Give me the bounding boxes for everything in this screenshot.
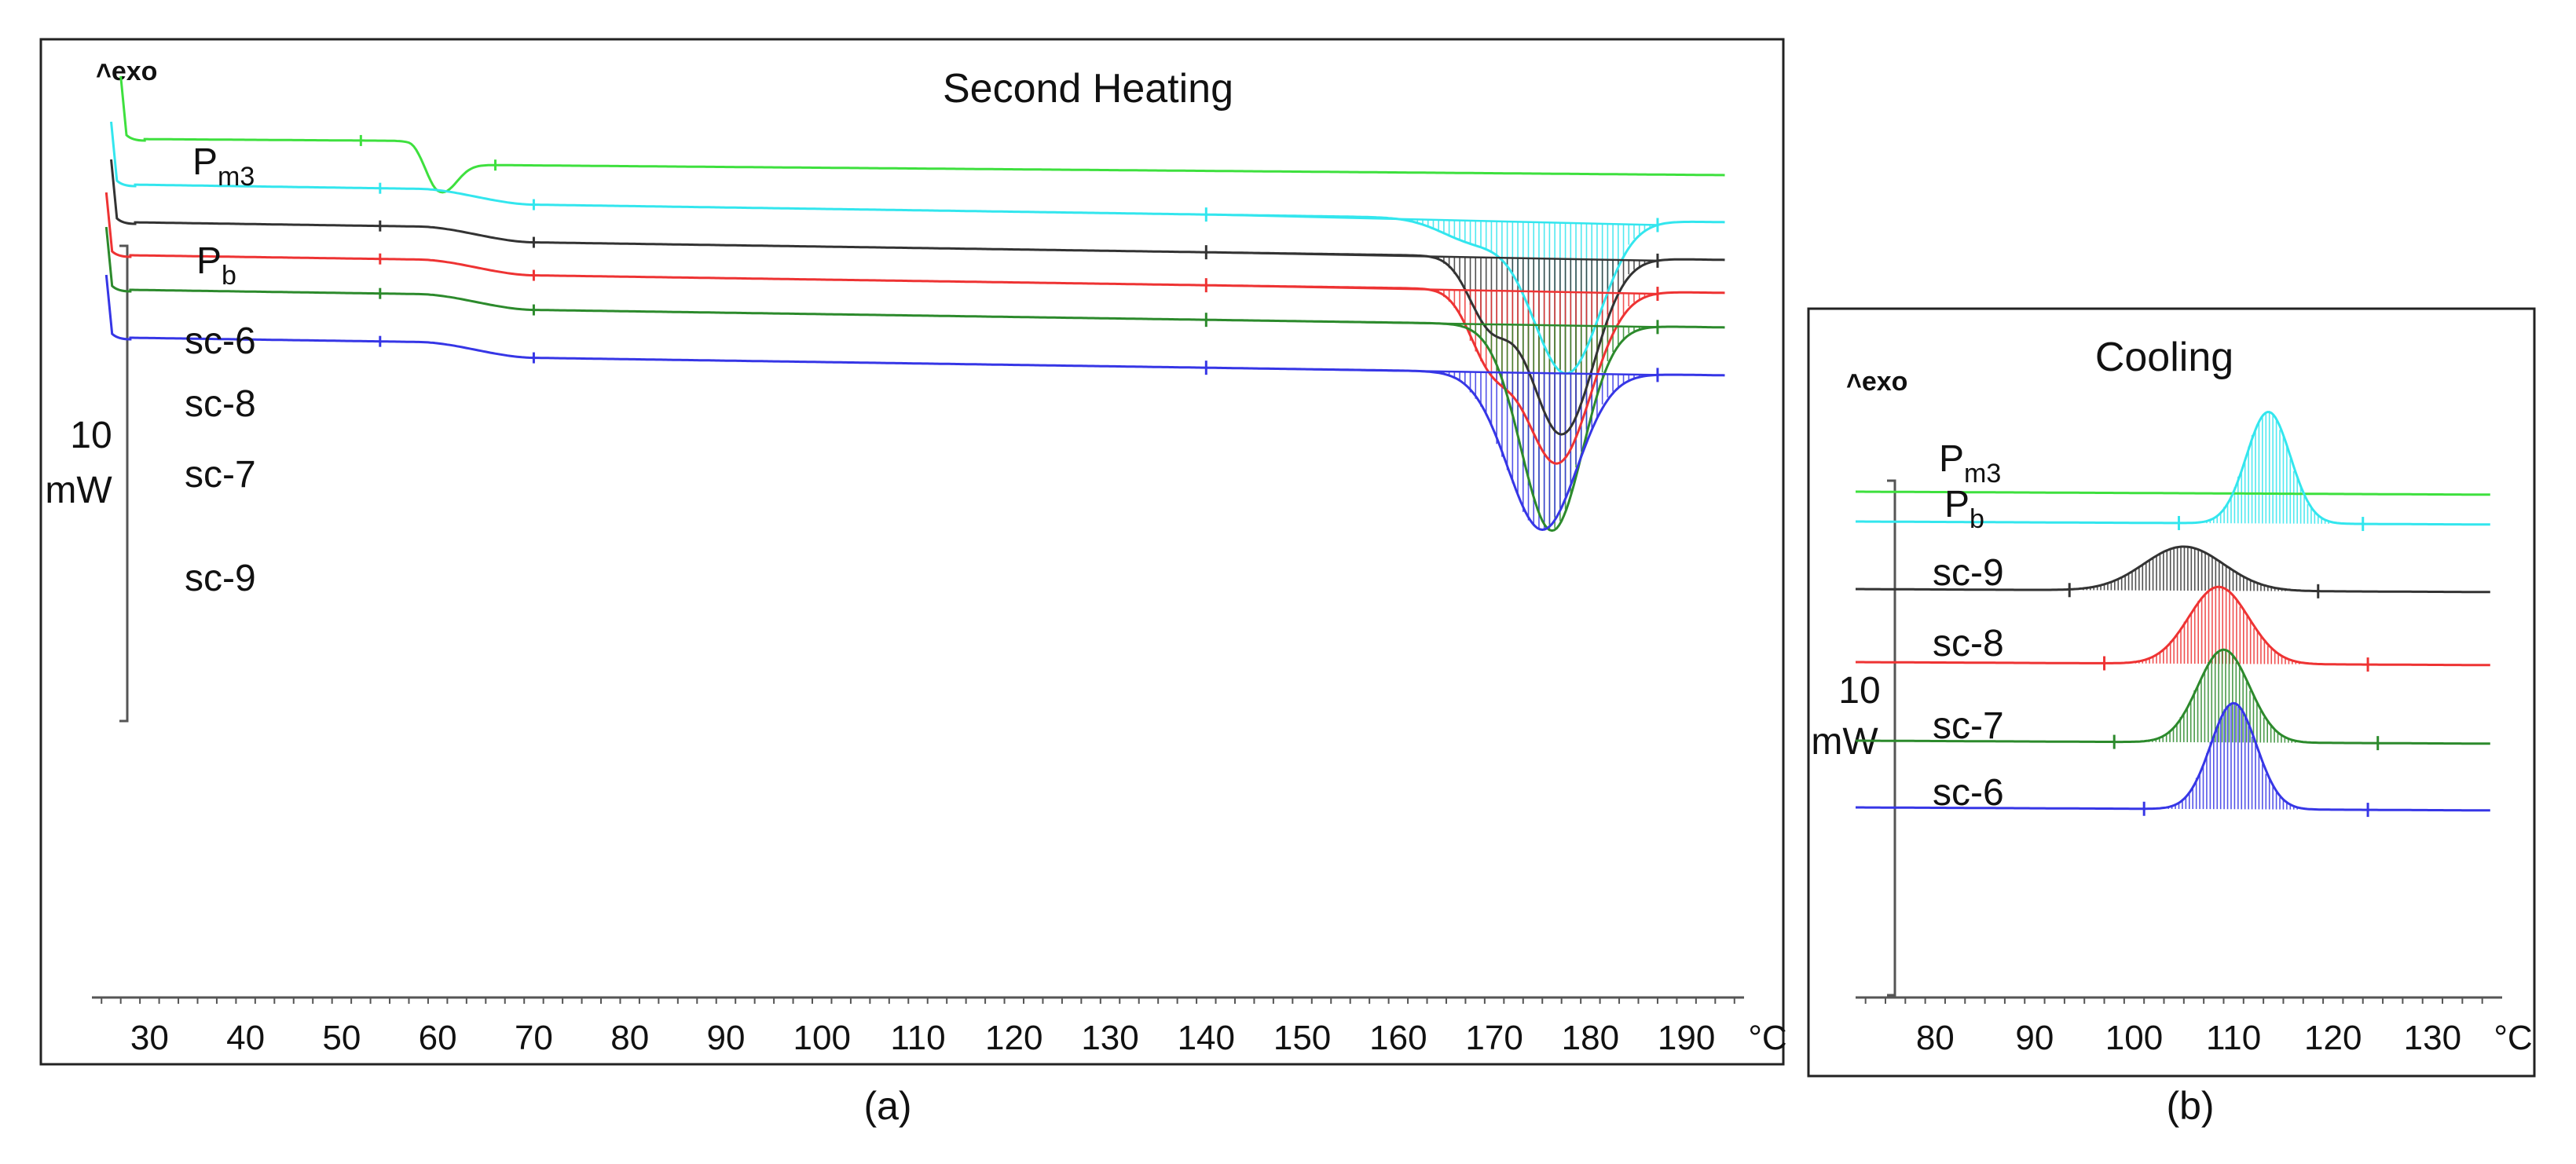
panel-b-caption: (b) [2166, 1084, 2214, 1128]
panel-a-tick-label: 140 [1178, 1019, 1235, 1057]
panel-a-tick-label: 30 [130, 1019, 169, 1057]
baseline-sc-8 [1206, 284, 1658, 295]
panel-b-tick-label: 120 [2304, 1019, 2362, 1057]
panel-a-exo-text: exo [112, 57, 158, 86]
panel-a-x-unit: °C [1748, 1019, 1786, 1057]
cooling-label-pm3: Pm3 [1939, 438, 2001, 489]
label-sc-6: sc-6 [185, 320, 256, 362]
label-sc-9: sc-9 [185, 558, 256, 599]
panel-a-series-labels: Pm3 Pb sc-6 sc-8 sc-7 sc-9 [185, 141, 256, 599]
panel-a-tick-label: 50 [322, 1019, 361, 1057]
panel-a-tick-label: 110 [890, 1019, 945, 1057]
panel-b-frame [1807, 307, 2536, 1078]
panel-b-cooling: Cooling ˄exo 10 mW Pm3Pbsc-9sc-8sc-7sc-6… [1807, 307, 2536, 1128]
panel-b-exo-label: ˄exo [1846, 367, 1907, 397]
curve-sc-8 [104, 192, 1725, 465]
label-pm3: Pm3 [192, 141, 255, 192]
label-pb: Pb [196, 240, 236, 291]
panel-a-caption: (a) [863, 1084, 911, 1128]
cooling-label-sc-8: sc-8 [1933, 623, 2004, 664]
cooling-hatch-sc-6 [2167, 703, 2298, 810]
curve-sc-6 [110, 159, 1725, 436]
panel-b-exo-text: exo [1862, 367, 1908, 397]
baseline-sc-6 [1206, 251, 1658, 262]
panel-b-tick-label: 100 [2105, 1019, 2163, 1057]
panel-a-peak-hatching [1411, 219, 1651, 531]
panel-a-tick-label: 70 [515, 1019, 553, 1057]
cooling-hatch-sc-9 [2083, 547, 2286, 591]
panel-a-curves [104, 75, 1725, 533]
curve-pm3 [119, 75, 1725, 194]
curve-sc-9 [104, 274, 1725, 532]
cooling-label-sc-6: sc-6 [1933, 772, 2004, 814]
panel-a-tick-label: 170 [1465, 1019, 1523, 1057]
panel-a-title: Second Heating [943, 66, 1233, 112]
panel-a-x-axis: 30 40 50 60 70 80 90 100 110 120 130 140 150 160 170 18… [92, 996, 1787, 1057]
panel-a-tick-label: 190 [1658, 1019, 1715, 1057]
cooling-curve-sc-8 [1856, 585, 2490, 667]
panel-a-tick-label: 60 [419, 1019, 457, 1057]
panel-a-scale-bar [119, 244, 129, 723]
curve-sc-7 [104, 226, 1725, 533]
panel-a-second-heating: Second Heating ˄exo 10 mW Pm3 Pb sc-6 sc-8 s… [39, 38, 1787, 1128]
panel-b-curves [1856, 411, 2490, 818]
cooling-label-pb: Pb [1944, 484, 1984, 534]
panel-b-x-unit: °C [2494, 1019, 2532, 1057]
panel-b-tick-label: 90 [2015, 1019, 2054, 1057]
panel-a-tick-label: 80 [610, 1019, 649, 1057]
panel-b-title: Cooling [2095, 335, 2233, 380]
panel-b-x-axis: 80 90 100 110 120 130 °C [1856, 996, 2533, 1057]
baseline-pb [1206, 213, 1658, 226]
panel-a-tick-label: 100 [793, 1019, 851, 1057]
cooling-label-sc-9: sc-9 [1933, 552, 2004, 594]
panel-b-scale-bar [1887, 479, 1896, 997]
panel-a-tick-label: 150 [1273, 1019, 1331, 1057]
panel-b-tick-label: 130 [2404, 1019, 2461, 1057]
panel-a-tick-label: 130 [1081, 1019, 1138, 1057]
baseline-sc-7 [1206, 318, 1658, 328]
panel-a-tick-label: 120 [985, 1019, 1042, 1057]
panel-a-tick-label: 40 [226, 1019, 265, 1057]
panel-a-scale-unit: mW [45, 470, 112, 511]
panel-a-frame [39, 38, 1785, 1066]
cooling-curve-sc-6 [1856, 701, 2490, 812]
panel-b-tick-label: 110 [2206, 1019, 2261, 1057]
exo-arrow-icon: ˄ [96, 57, 112, 86]
panel-b-scale-value: 10 [1838, 670, 1880, 712]
cooling-curve-pm3 [1856, 490, 2490, 496]
panel-a-tick-label: 160 [1369, 1019, 1427, 1057]
label-sc-8: sc-8 [185, 383, 256, 425]
panel-a-exo-label: ˄exo [96, 57, 157, 86]
exo-arrow-icon: ˄ [1846, 367, 1862, 397]
cooling-label-sc-7: sc-7 [1933, 705, 2004, 747]
panel-a-tick-label: 180 [1562, 1019, 1619, 1057]
cooling-curve-sc-9 [1856, 545, 2490, 594]
panel-a-tick-label: 90 [706, 1019, 745, 1057]
cooling-curve-pb [1856, 411, 2490, 526]
panel-b-tick-label: 80 [1916, 1019, 1955, 1057]
panel-a-scale-value: 10 [70, 415, 112, 456]
curve-pb [110, 121, 1725, 375]
cooling-curve-sc-7 [1856, 648, 2490, 745]
label-sc-7: sc-7 [185, 454, 256, 496]
baseline-sc-9 [1206, 366, 1658, 376]
